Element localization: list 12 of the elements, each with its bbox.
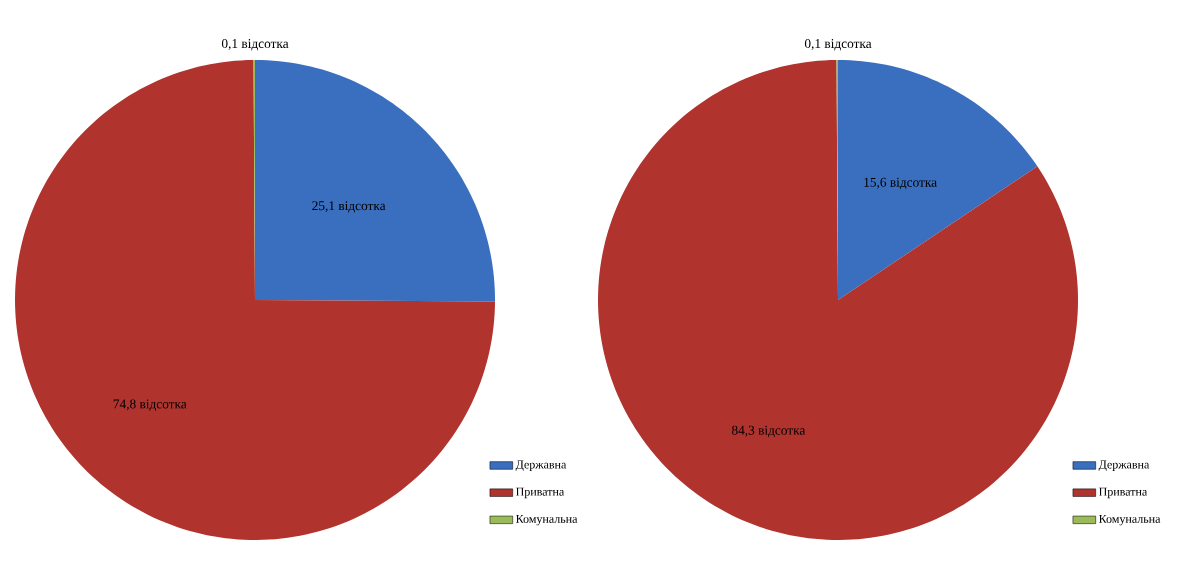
legend-label: Приватна: [1098, 487, 1148, 499]
data-label: 0,1 відсотка: [221, 39, 289, 51]
legend-label: Державна: [1098, 460, 1150, 471]
legend-label: Державна: [515, 460, 567, 471]
data-label: 0,1 відсотка: [804, 39, 872, 51]
data-label: 25,1 відсотка: [312, 201, 386, 213]
legend-label: Комунальна: [515, 514, 578, 526]
legend-label: Комунальна: [1098, 514, 1161, 526]
legend-label: Приватна: [515, 487, 565, 499]
data-label: 15,6 відсотка: [864, 177, 937, 190]
data-label: 84,3 відсотка: [731, 425, 806, 438]
data-label: 74,8 відсотка: [113, 399, 187, 411]
